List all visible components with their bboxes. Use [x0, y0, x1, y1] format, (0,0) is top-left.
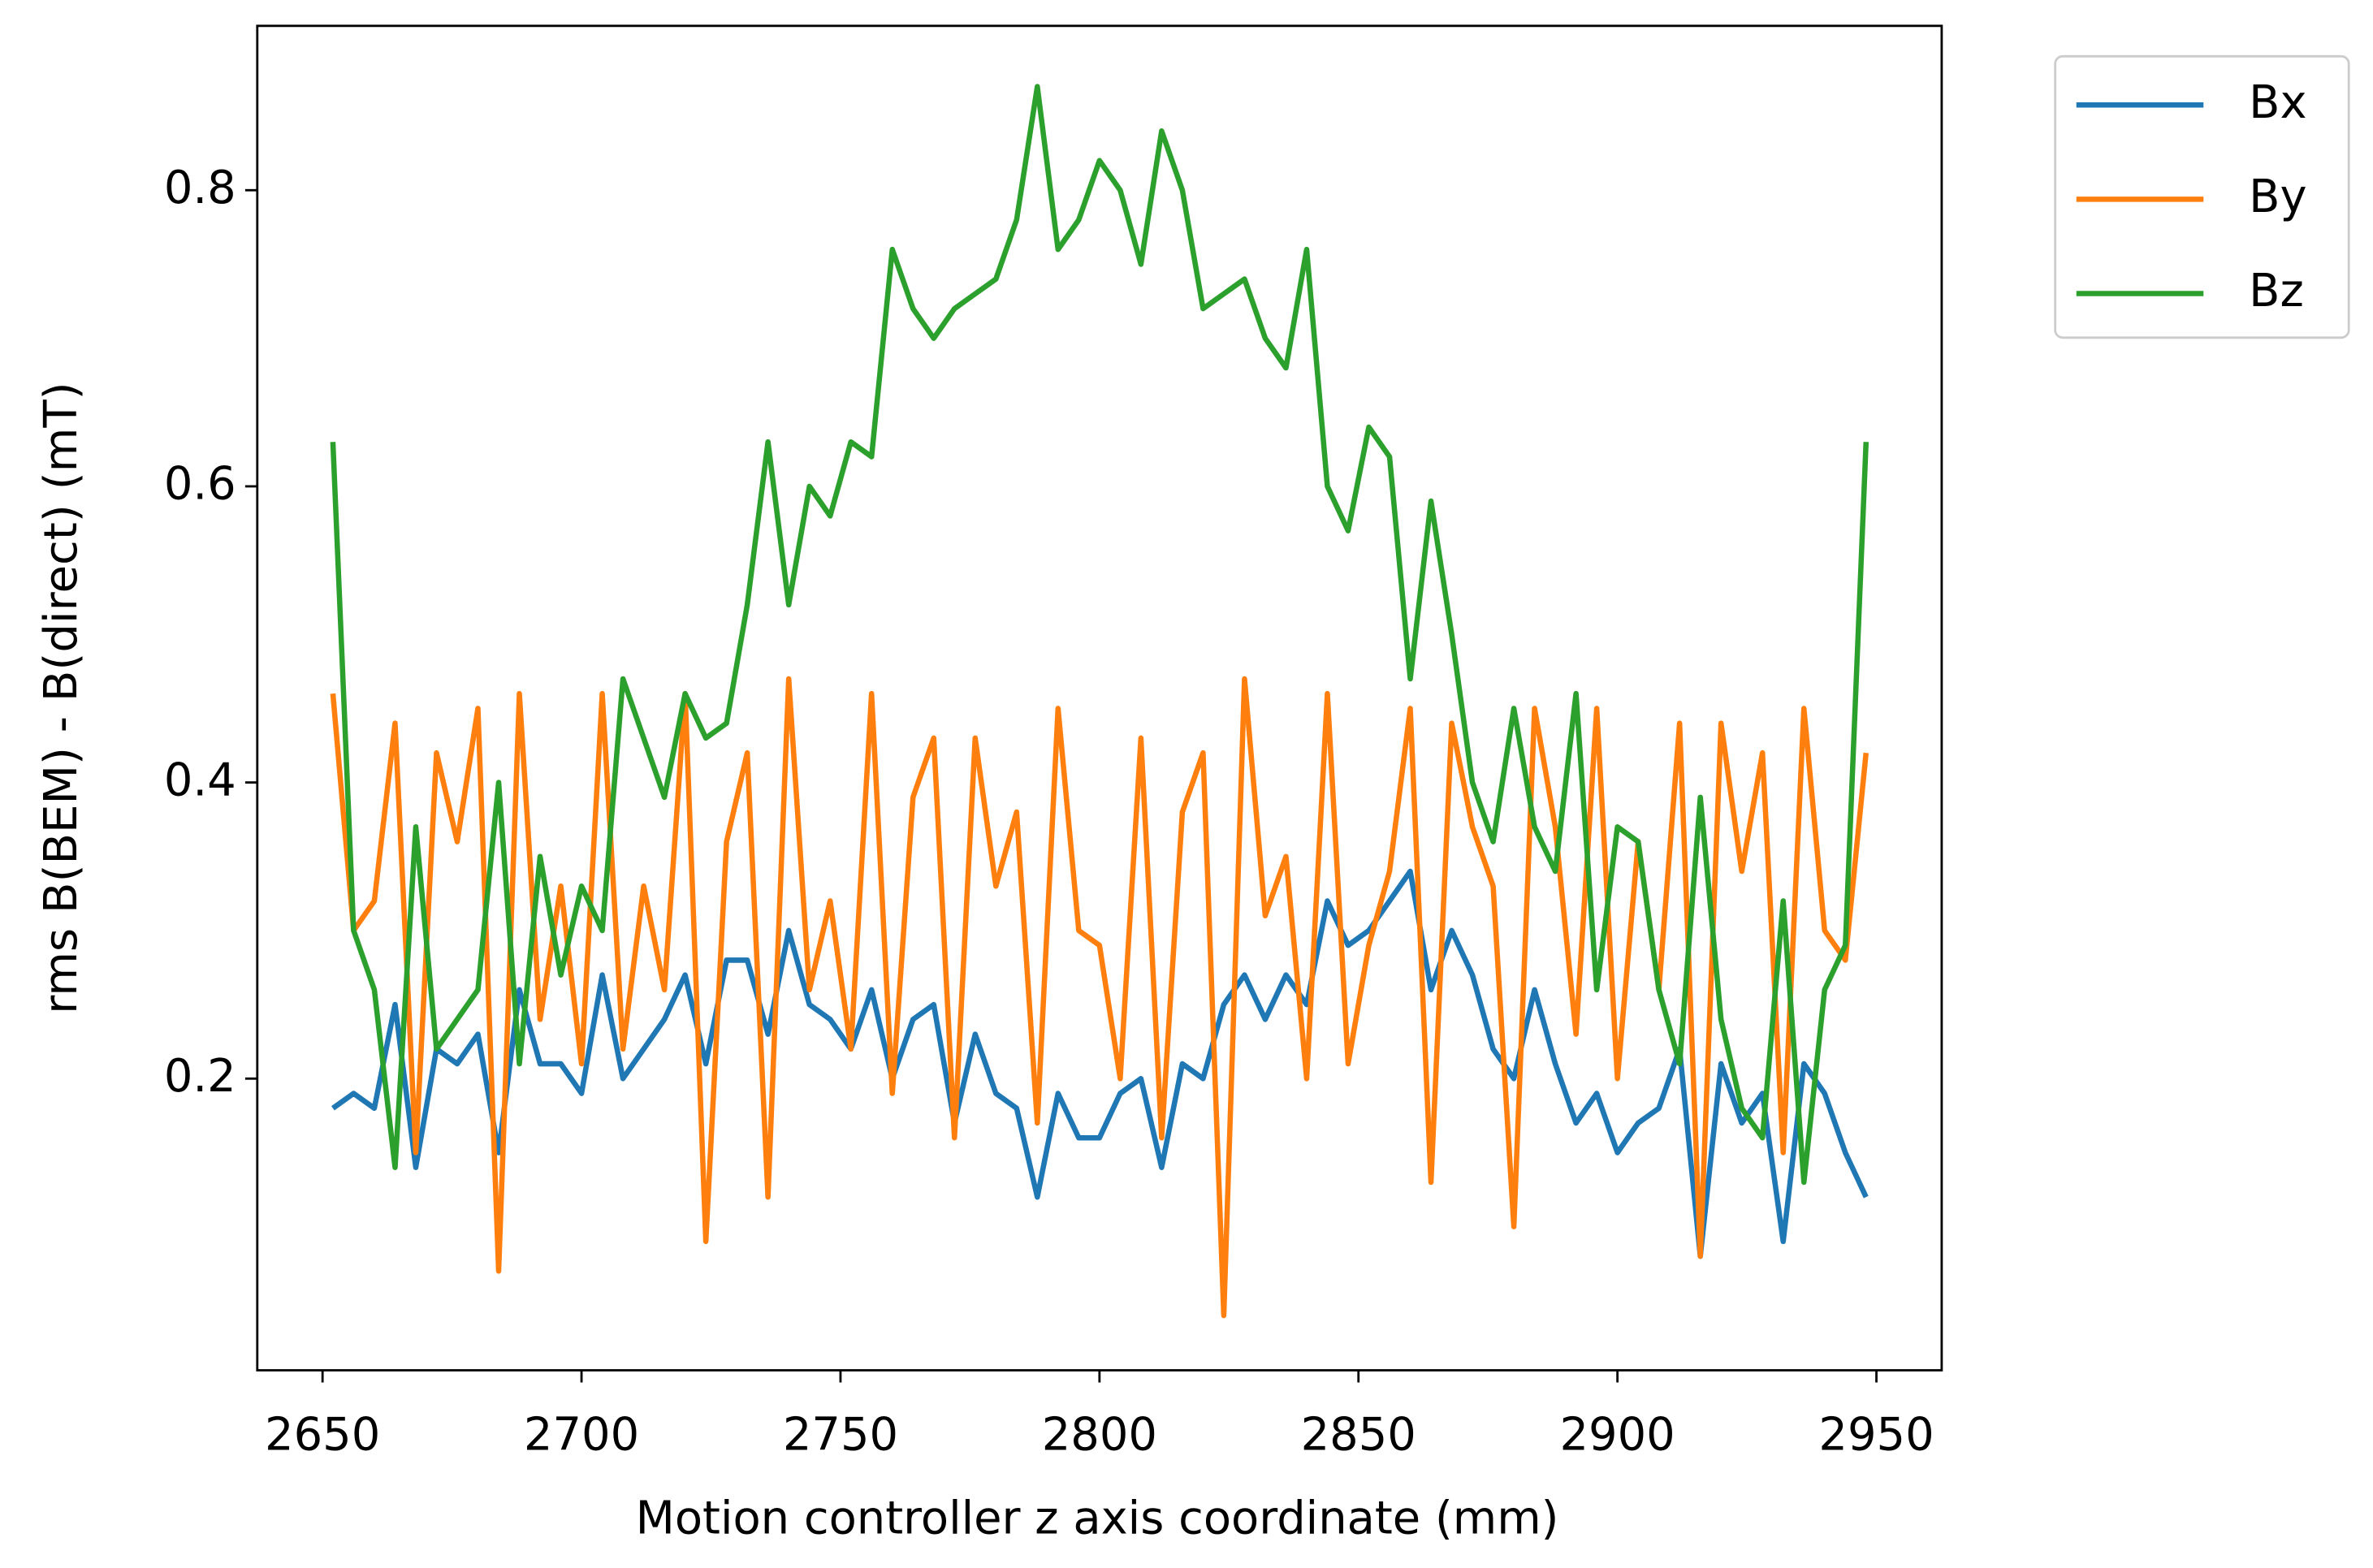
y-tick-label: 0.8: [164, 162, 236, 214]
x-tick-label: 2950: [1818, 1408, 1934, 1461]
x-tick-label: 2850: [1301, 1408, 1416, 1461]
legend-label: By: [2249, 171, 2306, 223]
y-tick-label: 0.4: [164, 754, 236, 806]
data-line: [331, 868, 1869, 1259]
x-tick-label: 2900: [1560, 1408, 1675, 1461]
x-tick-label: 2650: [265, 1408, 380, 1461]
data-line: [330, 84, 1869, 1186]
y-tick-label: 0.6: [164, 457, 236, 510]
y-tick-label: 0.2: [164, 1050, 236, 1103]
legend-label: Bx: [2249, 76, 2306, 129]
x-tick-label: 2800: [1042, 1408, 1157, 1461]
data-line: [330, 676, 1869, 1319]
legend-label: Bz: [2249, 265, 2304, 317]
y-axis-label: rms B(BEM) - B(direct) (mT): [35, 382, 88, 1013]
x-axis-label: Motion controller z axis coordinate (mm): [636, 1492, 1559, 1544]
x-tick-label: 2750: [783, 1408, 898, 1461]
plot-frame: [256, 24, 1943, 1371]
x-tick-label: 2700: [524, 1408, 639, 1461]
